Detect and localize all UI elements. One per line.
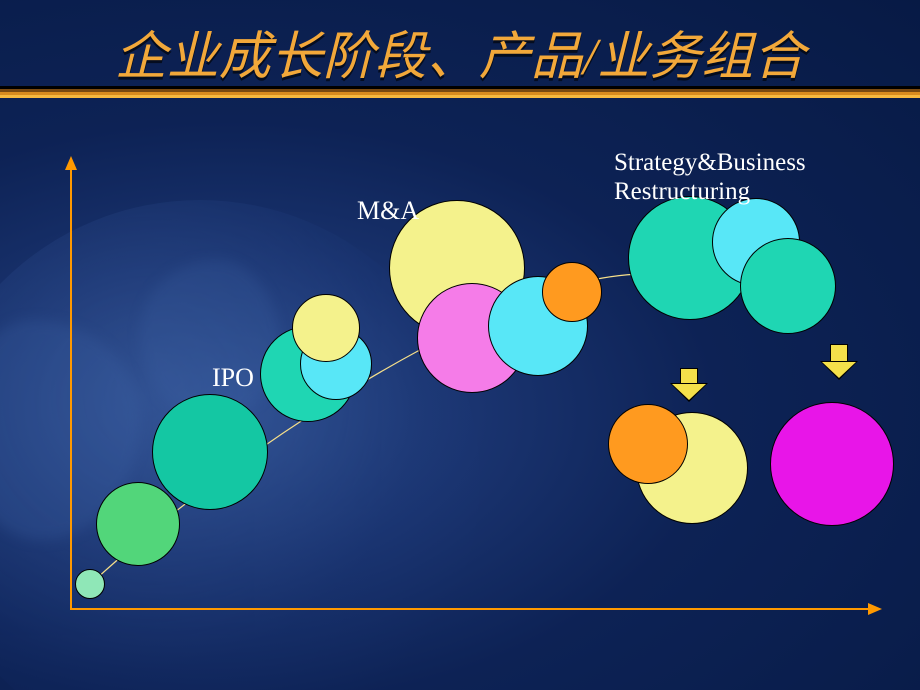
y-axis xyxy=(70,168,72,608)
chart-label-2: Strategy&BusinessRestructuring xyxy=(614,148,806,206)
bubble-ma-orange xyxy=(542,262,602,322)
bubble-green-1 xyxy=(96,482,180,566)
bubble-chart: IPOM&AStrategy&BusinessRestructuring xyxy=(62,168,882,628)
x-axis xyxy=(70,608,868,610)
arrow-left-icon xyxy=(672,368,706,400)
bubble-seed xyxy=(75,569,105,599)
bubble-grp2-yellow xyxy=(292,294,360,362)
bubble-teal-ipo xyxy=(152,394,268,510)
x-axis-arrowhead xyxy=(868,603,882,615)
bubble-drop-orange xyxy=(608,404,688,484)
bubble-drop-magenta xyxy=(770,402,894,526)
bubble-sbr-teal xyxy=(740,238,836,334)
chart-label-1: M&A xyxy=(357,196,419,226)
arrow-right-icon xyxy=(822,344,856,378)
y-axis-arrowhead xyxy=(65,156,77,170)
title-text: 企业成长阶段、产品/业务组合 xyxy=(115,29,805,86)
slide-title: 企业成长阶段、产品/业务组合 企业成长阶段、产品/业务组合 xyxy=(0,14,920,89)
chart-label-0: IPO xyxy=(212,363,254,393)
